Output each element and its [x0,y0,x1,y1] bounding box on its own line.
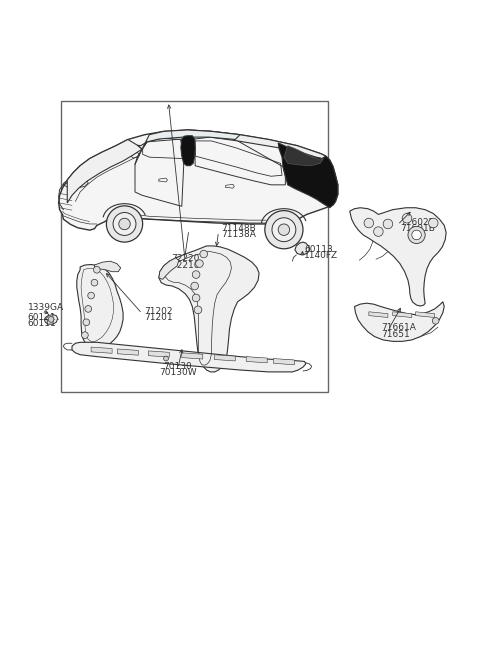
Text: 70130W: 70130W [159,368,197,377]
Polygon shape [416,312,435,318]
Bar [61,101,328,392]
Text: 71148B: 71148B [221,224,256,234]
Polygon shape [246,357,267,363]
Polygon shape [284,146,324,166]
Polygon shape [117,349,138,355]
Circle shape [164,356,168,361]
Polygon shape [44,315,58,324]
Circle shape [119,218,130,230]
Text: 1140FZ: 1140FZ [304,251,338,260]
Circle shape [48,317,54,322]
Circle shape [383,219,393,229]
Circle shape [429,218,438,228]
Polygon shape [350,208,446,306]
Circle shape [192,271,200,278]
Polygon shape [137,130,240,149]
Text: 1339GA: 1339GA [28,304,64,312]
Polygon shape [77,264,123,349]
Circle shape [364,218,373,228]
Circle shape [200,250,207,258]
Polygon shape [295,242,309,255]
Circle shape [194,306,202,314]
Circle shape [82,332,88,338]
Circle shape [91,279,98,286]
Polygon shape [182,353,203,359]
Polygon shape [148,351,169,357]
Circle shape [83,319,90,325]
Polygon shape [72,342,306,372]
Circle shape [278,224,289,236]
Polygon shape [355,302,444,341]
Polygon shape [181,136,195,166]
Text: 71201: 71201 [144,313,173,322]
Circle shape [113,213,136,236]
Circle shape [107,206,143,242]
Circle shape [196,260,203,268]
Circle shape [85,306,92,312]
Polygon shape [393,312,412,318]
Text: 60111: 60111 [28,319,56,328]
Circle shape [265,211,303,249]
Circle shape [192,294,200,302]
Polygon shape [91,347,112,354]
Text: 72210: 72210 [171,260,199,270]
Polygon shape [274,359,294,365]
Circle shape [432,318,439,324]
Polygon shape [278,143,338,208]
Circle shape [191,282,199,290]
Circle shape [88,292,95,299]
Polygon shape [159,258,179,279]
Text: 70130: 70130 [164,361,192,371]
Circle shape [408,226,425,243]
Text: 71601B: 71601B [400,224,435,233]
Text: 71602B: 71602B [400,218,434,226]
Circle shape [94,266,100,273]
Text: 60121: 60121 [28,313,56,322]
Text: 60113: 60113 [304,245,333,254]
Text: 72220: 72220 [171,255,199,263]
Polygon shape [159,246,259,372]
Text: 71651: 71651 [381,330,409,338]
Circle shape [373,227,383,236]
Text: 71202: 71202 [144,307,173,316]
Text: 71661A: 71661A [381,323,416,333]
Polygon shape [67,140,142,203]
Polygon shape [214,355,235,361]
Circle shape [272,218,296,241]
Polygon shape [59,130,338,230]
Polygon shape [148,130,326,159]
Circle shape [412,230,421,239]
Polygon shape [369,312,388,318]
Polygon shape [95,261,120,272]
Circle shape [402,213,412,223]
Text: 71138A: 71138A [221,230,256,239]
